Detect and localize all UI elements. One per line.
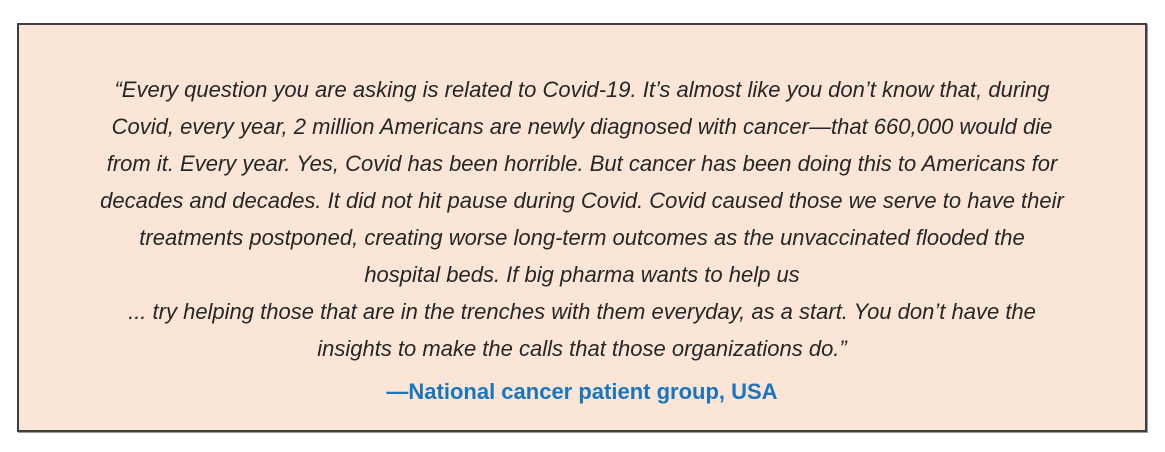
quote-box: “Every question you are asking is relate…: [17, 23, 1147, 432]
quote-line: ... try helping those that are in the tr…: [128, 299, 1036, 324]
quote-line: “Every question you are asking is relate…: [114, 77, 1050, 102]
quote-text: “Every question you are asking is relate…: [19, 25, 1145, 367]
quote-line: treatments postponed, creating worse lon…: [139, 225, 1025, 250]
quote-line: from it. Every year. Yes, Covid has been…: [106, 151, 1058, 176]
quote-line: Covid, every year, 2 million Americans a…: [111, 114, 1053, 139]
quote-attribution: —National cancer patient group, USA: [386, 379, 778, 404]
quote-line: insights to make the calls that those or…: [317, 336, 847, 361]
quote-line: decades and decades. It did not hit paus…: [100, 188, 1064, 213]
quote-line: hospital beds. If big pharma wants to he…: [364, 262, 800, 287]
